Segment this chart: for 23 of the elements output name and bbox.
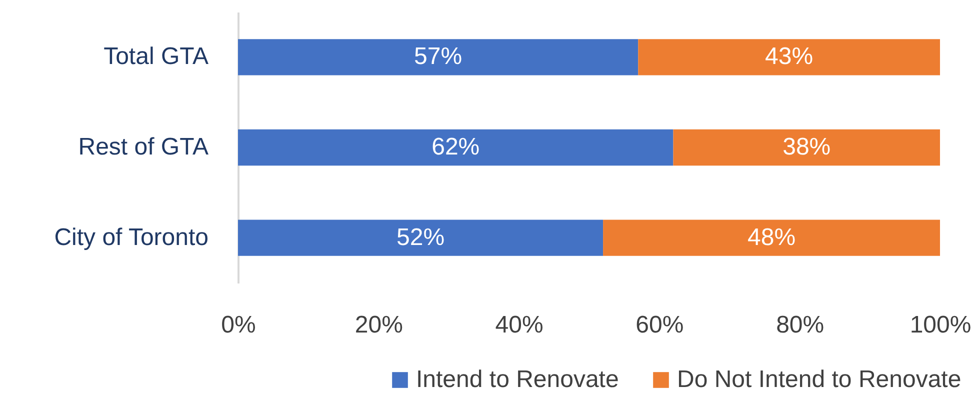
x-tick-label: 20%	[354, 312, 403, 338]
y-tick-label: City of Toronto	[54, 224, 208, 251]
data-label: 38%	[782, 134, 831, 160]
legend-label: Intend to Renovate	[416, 366, 619, 393]
data-label: 43%	[765, 43, 814, 70]
y-tick-label: Total GTA	[104, 43, 208, 70]
data-label: 52%	[396, 224, 445, 251]
x-tick-label: 0%	[221, 312, 256, 338]
x-tick-label: 80%	[776, 312, 824, 338]
y-tick-label: Rest of GTA	[78, 134, 208, 160]
bar	[238, 39, 638, 76]
x-tick-label: 100%	[910, 312, 972, 338]
data-label: 62%	[432, 134, 480, 160]
bar	[673, 129, 940, 166]
data-label: 48%	[747, 224, 796, 251]
data-label: 57%	[414, 43, 462, 70]
bar	[638, 39, 940, 76]
x-tick-label: 60%	[636, 312, 684, 338]
bar	[238, 129, 674, 166]
bar	[603, 220, 940, 256]
bar	[238, 220, 604, 256]
x-tick-label: 40%	[495, 312, 544, 338]
legend-label: Do Not Intend to Renovate	[677, 366, 962, 393]
